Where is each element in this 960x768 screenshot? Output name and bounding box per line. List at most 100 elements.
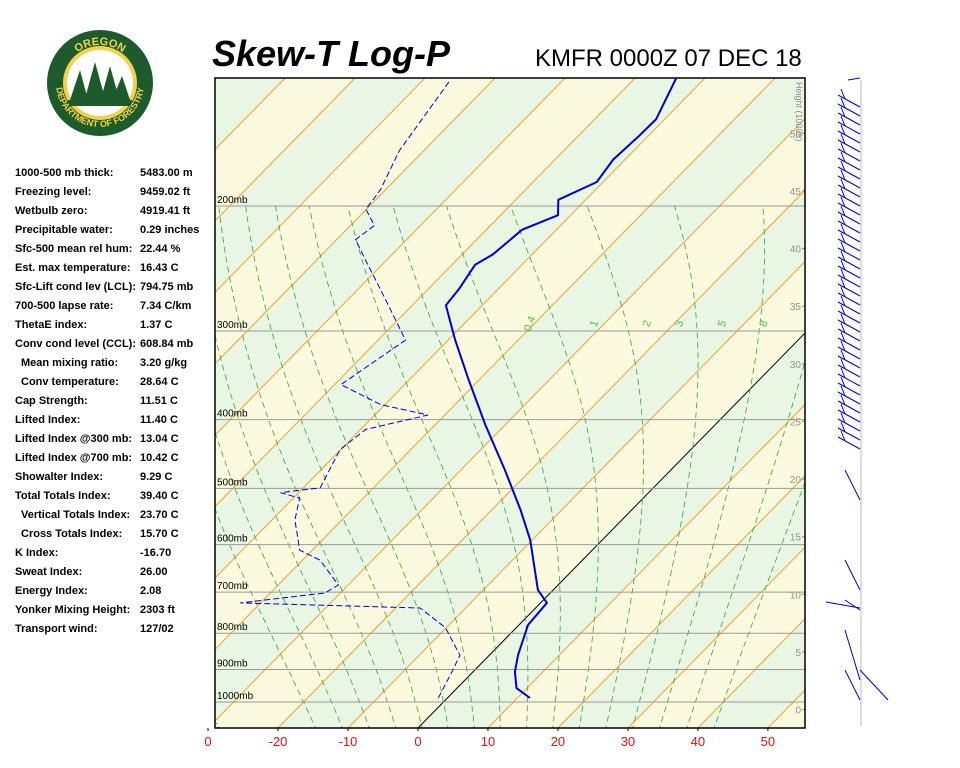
stat-label: Freezing level: <box>15 186 91 198</box>
isotherm <box>557 475 805 728</box>
barb-flag <box>840 412 846 424</box>
barb-flag <box>840 232 846 244</box>
moist-adiabat <box>686 359 805 728</box>
barb <box>837 355 861 369</box>
stat-value: 10.42 C <box>140 452 179 464</box>
stat-label: Conv temperature: <box>21 376 119 388</box>
mixing-ratio-label: 3 <box>673 319 686 329</box>
height-tick-label: 30 <box>790 360 802 371</box>
barb-flag <box>840 313 846 325</box>
moist-adiabat <box>215 333 370 728</box>
moist-adiabat <box>392 205 529 728</box>
height-tick-label: 45 <box>790 187 802 198</box>
barb-flag <box>840 124 846 136</box>
barb <box>837 130 861 144</box>
stat-label: Energy Index: <box>15 585 88 597</box>
chart-title: Skew-T Log-P <box>212 33 451 74</box>
moist-adiabat <box>347 205 501 728</box>
barb <box>837 229 861 243</box>
mixing-ratio-label: 8 <box>757 319 770 329</box>
barb <box>837 157 861 171</box>
barb <box>844 629 861 681</box>
isotherm <box>487 403 805 728</box>
barb-flag <box>840 151 846 163</box>
stat-value: 7.34 C/km <box>140 300 192 312</box>
moist-adiabat <box>586 205 644 728</box>
barb <box>837 310 861 324</box>
stat-label: Total Totals Index: <box>15 490 111 502</box>
dewpoint-line <box>240 80 461 699</box>
stat-label: Sweat Index: <box>15 566 82 578</box>
wind-barbs <box>825 77 889 726</box>
pressure-label: 400mb <box>217 409 248 420</box>
stat-label: Conv cond level (CCL): <box>15 338 136 350</box>
isotherm-band <box>215 118 805 728</box>
moist-adiabat <box>218 205 397 728</box>
barb <box>837 202 861 216</box>
stat-label: Showalter Index: <box>15 471 103 483</box>
stat-label: Sfc-500 mean rel hum: <box>15 243 132 255</box>
barb-flag <box>840 376 846 388</box>
stats-panel: 1000-500 mb thick: 5483.00 m Freezing leve… <box>15 167 199 635</box>
barb <box>837 346 861 360</box>
barb <box>837 139 861 153</box>
barb <box>847 77 861 81</box>
stat-value: 2.08 <box>140 585 161 597</box>
x-tick-label: 50 <box>761 734 775 749</box>
logo-top: OREGON <box>72 36 127 55</box>
stat-label: ThetaE index: <box>15 319 87 331</box>
moist-adiabat <box>308 205 475 728</box>
barb <box>837 211 861 225</box>
height-tick-label: 5 <box>795 648 801 659</box>
stat-label: K Index: <box>15 547 58 559</box>
stat-value: 1.37 C <box>140 319 172 331</box>
stat-label: 1000-500 mb thick: <box>15 167 113 179</box>
dry-adiabat <box>0 49 4 732</box>
barb-flag <box>840 214 846 226</box>
barb-flag <box>840 259 846 271</box>
isotherm <box>347 260 805 728</box>
moist-adiabat <box>510 205 599 728</box>
isotherm <box>215 78 776 651</box>
isotherm <box>215 78 356 222</box>
barb-flag <box>840 106 846 118</box>
stat-label: Wetbulb zero: <box>15 205 88 217</box>
barb <box>837 364 861 378</box>
barb-flag <box>840 223 846 235</box>
height-tick-label: 0 <box>795 706 801 717</box>
stat-value: 608.84 mb <box>140 338 193 350</box>
plot-frame <box>214 77 806 729</box>
barb <box>837 166 861 180</box>
moist-adiabat <box>713 481 805 728</box>
barb-flag <box>840 268 846 280</box>
plot-background <box>0 49 805 732</box>
stat-value: 9459.02 ft <box>140 186 190 198</box>
stat-value: 794.75 mb <box>140 281 193 293</box>
isotherm <box>215 118 805 722</box>
stat-value: 16.43 C <box>140 262 179 274</box>
barb-flag <box>840 196 846 208</box>
stat-label: Lifted Index: <box>15 414 80 426</box>
stat-label: Lifted Index @700 mb: <box>15 452 132 464</box>
barb-flag <box>840 430 846 442</box>
barb <box>837 418 861 432</box>
barb <box>837 103 861 117</box>
stat-value: 127/02 <box>140 623 174 635</box>
dry-adiabat <box>0 49 15 732</box>
barb <box>837 391 861 405</box>
logo-ground <box>68 100 132 106</box>
stat-value: 23.70 C <box>140 509 179 521</box>
stat-label: 700-500 lapse rate: <box>15 300 113 312</box>
stat-value: 3.20 g/kg <box>140 357 187 369</box>
moist-adiabat <box>275 205 449 728</box>
barb <box>837 283 861 297</box>
barb-flag <box>840 421 846 433</box>
barb <box>837 265 861 279</box>
stat-value: 11.40 C <box>140 414 178 426</box>
barb-flag <box>840 358 846 370</box>
barb <box>837 238 861 252</box>
barb <box>837 94 861 108</box>
barb-flag <box>840 349 846 361</box>
pressure-label: 700mb <box>217 581 248 592</box>
stat-label: Transport wind: <box>15 623 98 635</box>
